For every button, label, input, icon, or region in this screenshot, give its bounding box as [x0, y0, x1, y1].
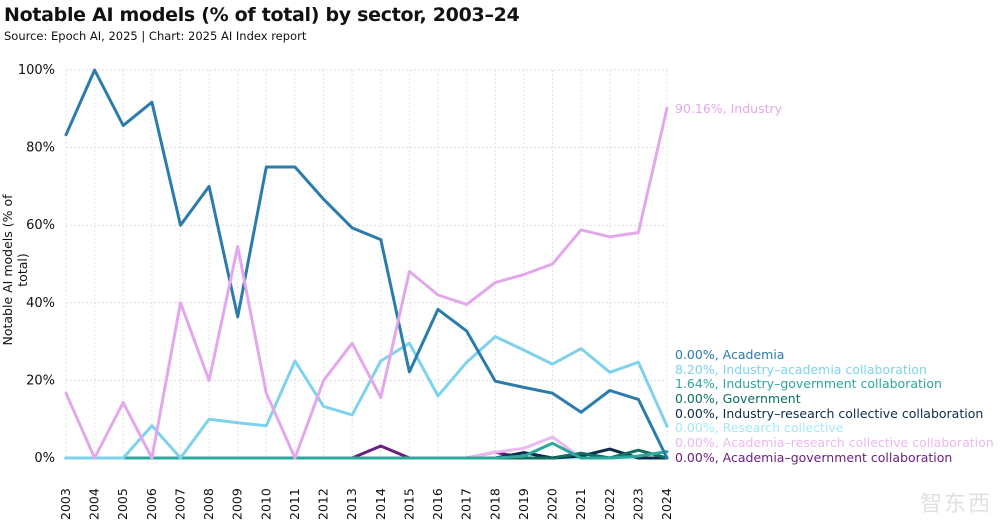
x-tick-label: 2024: [659, 488, 674, 520]
series-line: [64, 106, 669, 460]
x-axis-ticks: 2003 2004 2005 2006 2007 2008 2009 2010 2011 2012…: [58, 488, 674, 520]
x-tick-label: 2023: [630, 488, 645, 520]
x-tick-label: 2007: [172, 488, 187, 520]
x-tick-label: 2012: [316, 488, 331, 520]
x-tick-label: 2006: [144, 488, 159, 520]
series-line: [64, 441, 669, 460]
series-end-label: 0.00%, Research collective: [675, 420, 844, 435]
series-end-label: 1.64%, Industry–government collaboration: [675, 376, 942, 391]
x-tick-label: 2018: [487, 488, 502, 520]
x-tick-label: 2005: [115, 488, 130, 520]
x-tick-label: 2017: [459, 488, 474, 520]
series-end-label: 0.00%, Academia–government collaboration: [675, 450, 952, 465]
x-tick-label: 2015: [401, 488, 416, 520]
x-tick-label: 2008: [201, 488, 216, 520]
x-tick-label: 2022: [602, 488, 617, 520]
y-tick-label: 40%: [26, 296, 55, 311]
series-end-label: 0.00%, Academia: [675, 347, 784, 362]
x-tick-label: 2003: [58, 488, 73, 520]
y-tick-label: 80%: [26, 141, 55, 156]
series-line: [64, 68, 669, 460]
watermark-logo: 智东西: [919, 492, 992, 517]
x-tick-label: 2011: [287, 488, 302, 520]
x-tick-label: 2013: [344, 488, 359, 520]
chart-title: Notable AI models (% of total) by sector…: [4, 4, 520, 26]
x-tick-label: 2020: [545, 488, 560, 520]
series-line: [64, 335, 669, 460]
y-tick-label: 20%: [26, 373, 55, 388]
series-lines: [64, 68, 669, 460]
x-tick-label: 2014: [373, 488, 388, 520]
series-end-label: 0.00%, Academia–research collective coll…: [675, 435, 994, 450]
x-tick-label: 2009: [230, 488, 245, 520]
gridlines: [65, 69, 668, 459]
x-tick-label: 2019: [516, 488, 531, 520]
x-tick-label: 2021: [573, 488, 588, 520]
series-end-label: 90.16%, Industry: [675, 101, 783, 116]
series-end-label: 0.00%, Government: [675, 391, 801, 406]
series-end-label: 8.20%, Industry–academia collaboration: [675, 362, 927, 377]
y-tick-label: 100%: [18, 63, 55, 78]
x-tick-label: 2004: [87, 488, 102, 520]
y-tick-label: 60%: [26, 218, 55, 233]
chart-subtitle: Source: Epoch AI, 2025 | Chart: 2025 AI …: [4, 29, 307, 43]
series-end-label: 0.00%, Industry–research collective coll…: [675, 406, 983, 421]
x-tick-label: 2016: [430, 488, 445, 520]
y-tick-label: 0%: [34, 451, 55, 466]
y-axis-ticks: 0% 20% 40% 60% 80% 100%: [18, 63, 55, 466]
x-tick-label: 2010: [258, 488, 273, 520]
